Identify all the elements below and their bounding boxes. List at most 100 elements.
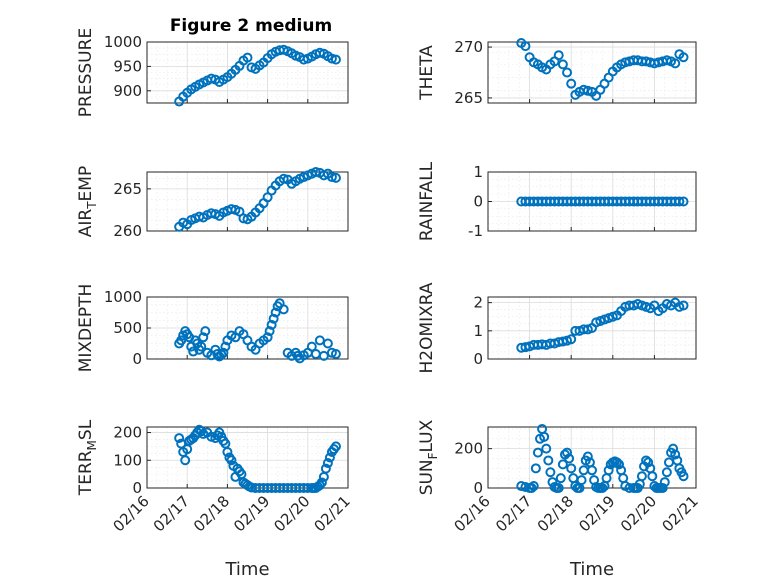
data-point <box>647 471 658 482</box>
data-point <box>314 47 325 58</box>
axes-h2omixra: 0 1 2 H2OMIXRA <box>417 282 697 374</box>
axes-box <box>146 171 349 232</box>
y-axis-label: PRESSURE <box>76 28 96 117</box>
x-tick-label: 02/18 <box>190 492 233 535</box>
data-point <box>659 477 670 488</box>
data-point <box>657 483 668 493</box>
data-point <box>220 341 231 352</box>
y-axis-label: RAINFALL <box>417 161 437 241</box>
data-point <box>528 481 539 492</box>
data-point <box>226 455 237 466</box>
data-point <box>678 196 689 207</box>
y-tick-label: 2 <box>473 294 483 312</box>
data-point <box>557 459 568 470</box>
data-point <box>668 443 679 454</box>
y-tick-label: 0 <box>473 479 483 497</box>
y-tick-label: 100 <box>113 451 142 469</box>
y-tick-label: 200 <box>454 440 483 458</box>
data-point <box>674 196 685 207</box>
data-point <box>582 451 593 462</box>
y-tick-label: 900 <box>113 82 142 100</box>
data-point <box>196 341 207 352</box>
x-tick-label: 02/17 <box>150 492 193 535</box>
x-tick-label: 02/16 <box>110 492 153 535</box>
x-tick-label: 02/17 <box>492 492 535 535</box>
data-point <box>587 465 597 476</box>
x-tick-label: 02/19 <box>575 492 618 535</box>
x-tick-label: 02/16 <box>451 492 494 535</box>
y-tick-label: 0 <box>132 350 142 368</box>
data-point <box>670 58 681 69</box>
data-point <box>218 347 229 358</box>
axes-pressure: 900 950 1000 PRESSURE <box>76 28 349 117</box>
axes-sunflux: 0 200 SUNFLUX 02/1602/1702/1802/1902/2002/2… <box>417 419 702 580</box>
data-point <box>539 431 550 442</box>
data-point <box>636 471 647 482</box>
data-point <box>641 455 652 466</box>
y-tick-label: 1000 <box>104 33 142 51</box>
y-axis-label: MIXDEPTH <box>76 284 96 373</box>
data-point <box>188 346 199 357</box>
data-point <box>216 349 227 360</box>
data-point <box>264 326 275 337</box>
y-axis-label: H2OMIXRA <box>417 282 437 373</box>
data-point <box>278 304 289 315</box>
data-point <box>576 475 587 486</box>
data-point <box>526 483 537 493</box>
data-point <box>200 326 211 337</box>
data-point <box>562 447 573 458</box>
data-point <box>320 463 331 474</box>
axes-theta: 265 270 THETA <box>417 38 697 107</box>
data-point <box>530 463 541 474</box>
data-point <box>603 465 614 476</box>
data-point <box>566 463 577 474</box>
y-tick-label: 1 <box>473 322 483 340</box>
x-tick-label: 02/18 <box>534 492 577 535</box>
plot-area <box>146 426 349 489</box>
data-point <box>557 59 568 70</box>
y-tick-label: 0 <box>132 479 142 497</box>
y-tick-label: 500 <box>113 319 142 337</box>
data-point <box>541 443 552 454</box>
data-point <box>180 455 191 466</box>
y-tick-label: 265 <box>454 89 483 107</box>
data-point <box>316 477 327 488</box>
axes-terr_msl: 0 100 200 TERRMSL 02/1602/1702/1802/1902/200… <box>76 419 354 580</box>
data-point <box>330 441 341 452</box>
data-point <box>174 433 185 444</box>
data-point <box>670 449 681 460</box>
x-axis-label: Time <box>224 559 269 580</box>
data-point <box>520 41 531 52</box>
y-axis-label: THETA <box>417 45 437 101</box>
x-tick-label: 02/21 <box>659 492 702 535</box>
y-axis-label: AIRTEMP <box>76 166 99 237</box>
x-tick-label: 02/19 <box>230 492 273 535</box>
data-point <box>678 300 689 311</box>
data-point <box>326 172 337 183</box>
data-point <box>597 483 608 493</box>
data-point <box>532 447 543 458</box>
data-point <box>310 167 321 177</box>
data-point <box>543 455 554 466</box>
axes-air_temp: 260 265 AIRTEMP <box>76 166 349 240</box>
axes-rainfall: -1 0 1 RAINFALL <box>417 161 697 241</box>
data-point <box>306 341 317 352</box>
data-point <box>643 457 654 468</box>
data-point <box>278 173 289 184</box>
y-tick-label: -1 <box>468 222 483 240</box>
y-tick-label: 1 <box>473 163 483 181</box>
x-tick-label: 02/20 <box>617 492 660 535</box>
data-point <box>553 483 564 493</box>
data-point <box>553 50 564 61</box>
x-tick-label: 02/20 <box>270 492 313 535</box>
data-point <box>661 467 672 478</box>
data-point <box>266 319 277 330</box>
x-axis-label: Time <box>569 559 614 580</box>
data-point <box>198 332 209 343</box>
data-point <box>268 313 279 324</box>
y-tick-label: 200 <box>113 424 142 442</box>
data-point <box>324 452 335 463</box>
data-point <box>562 67 573 78</box>
